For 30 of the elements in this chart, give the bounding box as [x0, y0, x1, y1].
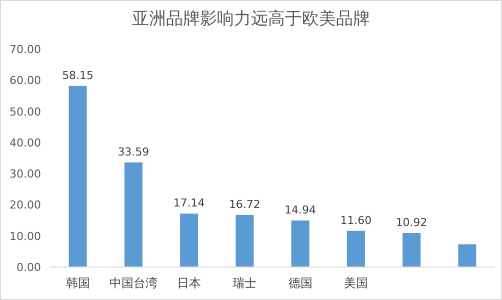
- data-label: 16.72: [228, 198, 260, 211]
- bar: [458, 244, 476, 267]
- x-tick-label: 瑞士: [232, 276, 257, 290]
- data-label: 17.14: [173, 196, 205, 210]
- y-tick-label: 60.00: [10, 74, 41, 88]
- bar: [180, 214, 198, 267]
- y-tick-label: 50.00: [10, 105, 41, 118]
- chart-title: 亚洲品牌影响力远高于欧美品牌: [132, 9, 370, 29]
- bar: [124, 162, 142, 267]
- bar: [346, 230, 365, 267]
- y-tick-label: 20.00: [10, 198, 41, 212]
- bar: [68, 86, 87, 267]
- bar: [291, 220, 310, 267]
- y-tick-label: 10.00: [10, 230, 41, 243]
- data-label: 58.15: [62, 68, 94, 82]
- x-tick-label: 德国: [288, 276, 312, 290]
- x-tick-label: 日本: [177, 276, 202, 290]
- y-tick-label: 40.00: [10, 136, 41, 150]
- data-label: 14.94: [284, 203, 316, 216]
- x-tick-label: 美国: [344, 276, 368, 290]
- data-label: 10.92: [396, 216, 428, 229]
- x-tick-label: 韩国: [66, 276, 90, 290]
- data-label: 33.59: [118, 145, 150, 158]
- y-tick-label: 30.00: [10, 168, 41, 181]
- y-tick-label: 0.00: [16, 261, 41, 274]
- y-tick-label: 70.00: [10, 43, 41, 56]
- x-tick-label: 中国台湾: [109, 276, 158, 290]
- data-label: 11.60: [340, 214, 372, 227]
- bar: [402, 232, 421, 267]
- bar: [236, 214, 254, 267]
